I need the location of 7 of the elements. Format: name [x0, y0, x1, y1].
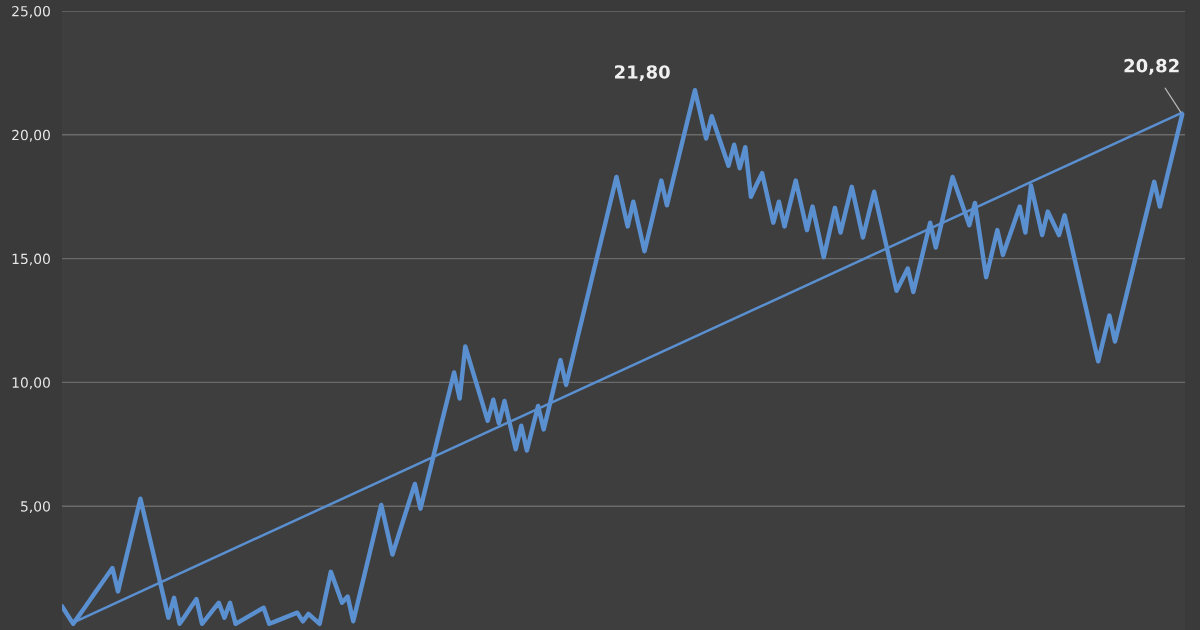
- annotation: 21,80: [615, 65, 670, 82]
- annotation: 20,82: [1124, 58, 1179, 75]
- y-tick-label: 5,00: [21, 501, 50, 514]
- y-tick-label: 15,00: [12, 253, 50, 266]
- y-tick-label: 10,00: [12, 377, 50, 390]
- y-tick-label: 20,00: [12, 129, 50, 142]
- y-tick-label: 25,00: [12, 5, 50, 18]
